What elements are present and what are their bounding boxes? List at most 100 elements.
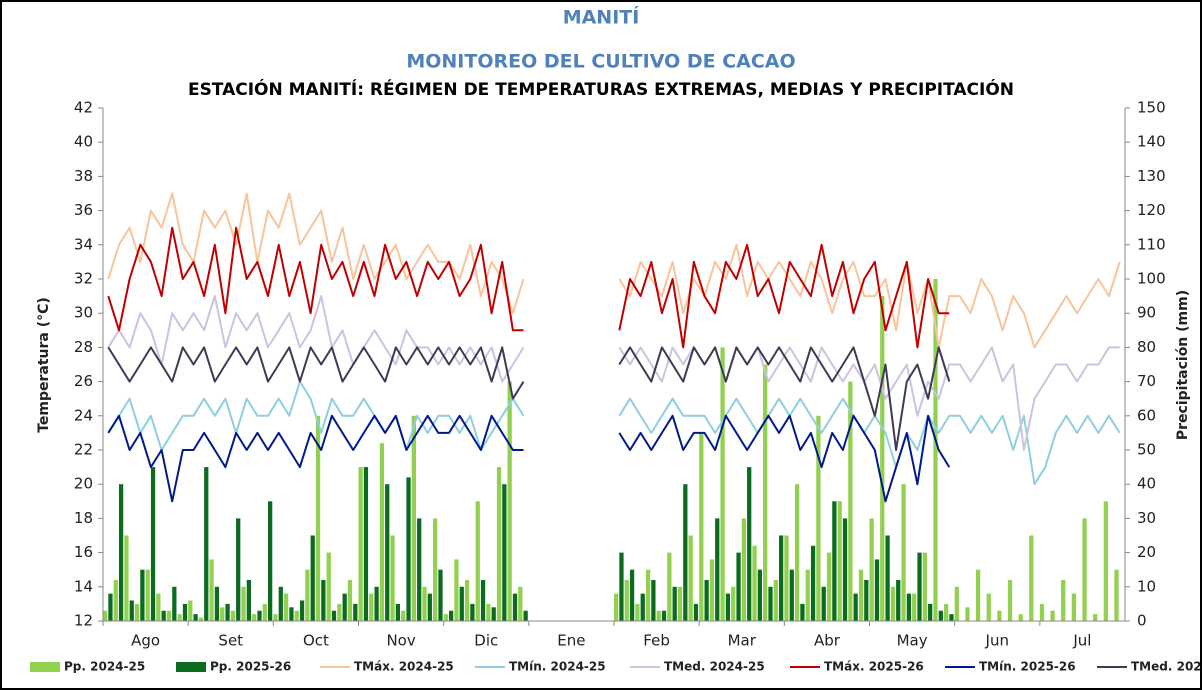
precip-bar	[283, 593, 289, 621]
precip-bar	[310, 535, 315, 621]
y-tick-label: 30	[74, 304, 93, 322]
y2-tick-label: 90	[1137, 304, 1156, 322]
y2-tick-label: 80	[1137, 338, 1156, 356]
precip-bar	[433, 518, 438, 621]
precip-bar	[214, 586, 220, 621]
precip-bar	[741, 518, 747, 621]
precip-bar	[784, 535, 789, 621]
y-tick-label: 20	[74, 475, 93, 493]
precip-bar	[406, 477, 411, 621]
precip-bar	[720, 347, 725, 621]
y-tick-label: 14	[74, 577, 93, 595]
y-tick-label: 16	[74, 543, 93, 561]
precip-bar	[438, 569, 443, 621]
precip-bar	[890, 586, 896, 621]
precip-bar	[912, 593, 917, 621]
precip-bar	[156, 593, 161, 621]
precip-bar	[134, 603, 140, 621]
y-tick-label: 38	[74, 167, 93, 185]
precip-bar	[363, 467, 369, 621]
precip-bar	[1082, 518, 1087, 621]
precip-bar	[401, 610, 406, 621]
precip-bar	[166, 610, 172, 621]
precip-bar	[826, 552, 832, 621]
precip-bar	[395, 603, 401, 621]
precip-bar	[965, 607, 970, 621]
precip-bar	[1039, 603, 1045, 621]
y-tick-label: 26	[74, 372, 93, 390]
precip-bar	[209, 559, 214, 621]
legend-label: TMín. 2025-26	[979, 660, 1076, 674]
precip-bar	[944, 603, 949, 621]
precip-bar	[853, 593, 858, 621]
y-tick-label: 12	[74, 612, 93, 630]
precip-bar	[928, 603, 933, 621]
precip-bar	[901, 484, 906, 621]
precip-bar	[1018, 614, 1023, 621]
precip-bar	[480, 579, 486, 621]
precip-bar	[220, 607, 225, 621]
precip-bar	[619, 552, 624, 621]
precip-bar	[486, 603, 491, 621]
precip-bar	[448, 610, 454, 621]
precip-bar	[198, 617, 204, 621]
precip-bar	[443, 614, 448, 621]
precip-bar	[651, 579, 656, 621]
precip-bar	[177, 614, 182, 621]
precip-bar	[1007, 579, 1013, 621]
precip-bar	[693, 603, 699, 621]
y2-tick-label: 10	[1137, 577, 1156, 595]
y-tick-label: 18	[74, 509, 93, 527]
precip-bar	[518, 586, 523, 621]
precip-bar	[1103, 501, 1108, 621]
precip-bar	[172, 586, 177, 621]
precip-bar	[374, 586, 379, 621]
y2-tick-label: 20	[1137, 543, 1156, 561]
precip-bar	[464, 579, 470, 621]
precip-bar	[709, 559, 715, 621]
precip-bar	[427, 593, 432, 621]
precip-bar	[672, 586, 677, 621]
precip-bar	[523, 610, 528, 621]
y2-tick-label: 50	[1137, 441, 1156, 459]
precip-bar	[331, 610, 337, 621]
precip-bar	[768, 586, 773, 621]
y-tick-label: 32	[74, 270, 93, 288]
precip-bar	[779, 535, 784, 621]
precip-bar	[683, 484, 688, 621]
precip-bar	[337, 603, 342, 621]
precip-bar	[204, 467, 209, 621]
precip-bar	[661, 610, 667, 621]
precip-bar	[246, 579, 251, 621]
y2-tick-label: 100	[1137, 270, 1166, 288]
precip-bar	[278, 586, 283, 621]
precip-bar	[997, 610, 1002, 621]
x-tick-label: May	[897, 632, 928, 650]
legend-label: TMáx. 2024-25	[354, 660, 454, 674]
precip-bar	[1061, 579, 1066, 621]
precip-bar	[922, 552, 927, 621]
y2-tick-label: 140	[1137, 133, 1166, 151]
x-tick-label: Ago	[131, 632, 160, 650]
precip-bar	[896, 579, 901, 621]
precip-bar	[810, 545, 816, 621]
precip-bar	[411, 415, 416, 621]
legend-swatch	[30, 662, 60, 672]
precip-bar	[667, 552, 672, 621]
x-tick-label: Ene	[557, 632, 585, 650]
precip-bar	[640, 593, 645, 621]
precip-bar	[821, 586, 826, 621]
precip-bar	[268, 501, 273, 621]
precip-bar	[645, 569, 651, 621]
precip-bar	[1071, 593, 1077, 621]
y-tick-label: 24	[74, 406, 93, 424]
precip-bar	[954, 586, 959, 621]
precip-bar	[635, 603, 640, 621]
x-tick-label: Dic	[474, 632, 498, 650]
x-tick-label: Feb	[643, 632, 670, 650]
precip-bar	[193, 614, 198, 621]
precip-bar	[614, 593, 619, 621]
precip-bar	[161, 610, 166, 621]
precip-bar	[422, 586, 427, 621]
